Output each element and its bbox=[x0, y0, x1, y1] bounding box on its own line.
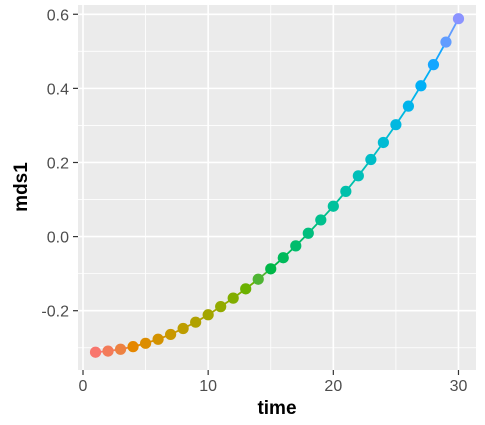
data-point bbox=[127, 341, 139, 353]
series-group bbox=[89, 13, 465, 358]
data-point bbox=[215, 301, 227, 313]
data-point bbox=[340, 185, 352, 197]
x-axis-title: time bbox=[257, 398, 296, 419]
data-point bbox=[440, 36, 452, 48]
x-tick-label: 30 bbox=[450, 378, 468, 395]
data-point bbox=[265, 263, 277, 275]
data-point bbox=[452, 13, 465, 25]
data-point bbox=[302, 227, 314, 239]
x-tick-label: 10 bbox=[199, 378, 217, 395]
data-point bbox=[290, 240, 302, 252]
data-point bbox=[277, 252, 289, 264]
data-point bbox=[377, 136, 389, 149]
data-point bbox=[427, 59, 440, 71]
y-tick-label: 0.6 bbox=[47, 7, 69, 24]
data-point bbox=[190, 316, 202, 328]
data-point bbox=[327, 200, 339, 212]
data-point bbox=[89, 346, 102, 358]
data-point bbox=[402, 100, 415, 112]
y-tick-label: 0.0 bbox=[47, 230, 69, 247]
major-gridlines bbox=[78, 5, 476, 370]
data-point bbox=[202, 309, 214, 321]
data-point bbox=[390, 119, 402, 131]
data-point bbox=[114, 343, 127, 355]
y-tick-label: -0.2 bbox=[41, 304, 69, 321]
data-point bbox=[227, 292, 239, 304]
data-point bbox=[102, 345, 114, 357]
tick-labels: 0 10 20 30 -0.2 0.0 0.2 0.4 0.6 bbox=[41, 7, 467, 395]
data-point bbox=[139, 337, 152, 349]
y-tick-label: 0.2 bbox=[47, 155, 69, 172]
x-tick-label: 20 bbox=[324, 378, 342, 395]
data-point bbox=[165, 328, 177, 341]
axis-ticks bbox=[73, 13, 460, 375]
data-point bbox=[177, 322, 189, 335]
y-axis-title: mds1 bbox=[11, 162, 32, 212]
data-point bbox=[152, 333, 164, 345]
data-point bbox=[365, 153, 377, 166]
y-tick-label: 0.4 bbox=[47, 81, 69, 98]
x-tick-label: 0 bbox=[79, 378, 88, 395]
plot-panel bbox=[78, 5, 476, 370]
data-point bbox=[240, 283, 252, 295]
data-point bbox=[315, 214, 327, 226]
data-point bbox=[352, 170, 364, 182]
data-point bbox=[415, 80, 427, 92]
data-point bbox=[252, 273, 264, 285]
